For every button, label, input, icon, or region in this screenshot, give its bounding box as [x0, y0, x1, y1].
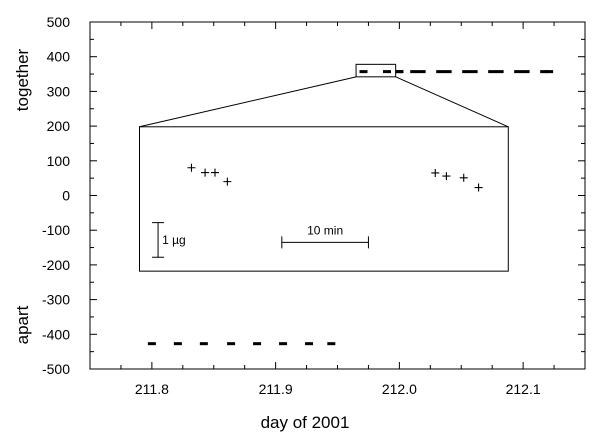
inset-data-point — [210, 168, 219, 177]
y-tick-label: 300 — [47, 83, 71, 99]
vertical-scale-bar — [152, 222, 165, 258]
horizontal-scale-label: 10 min — [307, 223, 343, 237]
x-tick-label: 211.9 — [259, 381, 293, 397]
inset-data-point — [459, 173, 468, 182]
y-tick-label: 500 — [47, 14, 71, 30]
y-tick-label: 200 — [47, 118, 71, 134]
x-tick-label: 211.8 — [135, 381, 169, 397]
inset-data-point — [187, 163, 196, 172]
y-axis-label-top: together — [13, 48, 32, 111]
y-tick-label: 0 — [62, 188, 70, 204]
tick-marks — [89, 21, 586, 370]
y-tick-label: -500 — [42, 361, 70, 377]
inset-box — [139, 126, 509, 272]
inset-data-point — [474, 183, 483, 192]
data-series — [147, 70, 554, 346]
inset-data-point — [223, 177, 232, 186]
x-tick-label: 212.0 — [382, 381, 417, 397]
plot-frame — [89, 21, 586, 370]
y-tick-label: 400 — [47, 49, 71, 65]
y-tick-label: -200 — [42, 257, 70, 273]
zoom-connector-line — [395, 76, 509, 128]
x-axis-label: day of 2001 — [261, 413, 350, 432]
inset-data-point — [201, 168, 210, 177]
x-tick-label: 212.1 — [506, 381, 541, 397]
zoom-inset: 1 µg 10 min — [139, 63, 509, 272]
horizontal-scale-bar — [281, 236, 369, 249]
y-tick-label: -100 — [42, 222, 70, 238]
zoom-connector-line — [139, 76, 357, 128]
y-axis-label-bottom: apart — [13, 305, 32, 344]
y-tick-label: 100 — [47, 153, 71, 169]
vertical-scale-label: 1 µg — [162, 233, 186, 247]
y-tick-label: -300 — [42, 292, 70, 308]
zoom-region-box — [355, 63, 397, 78]
y-tick-label: -400 — [42, 326, 70, 342]
x-tick-labels: 211.8 211.9 212.0 212.1 — [135, 381, 541, 397]
inset-data-point — [431, 168, 440, 177]
inset-data-point — [442, 172, 451, 181]
y-tick-labels: 500 400 300 200 100 0 -100 -200 -300 -400 -500 — [42, 14, 70, 377]
